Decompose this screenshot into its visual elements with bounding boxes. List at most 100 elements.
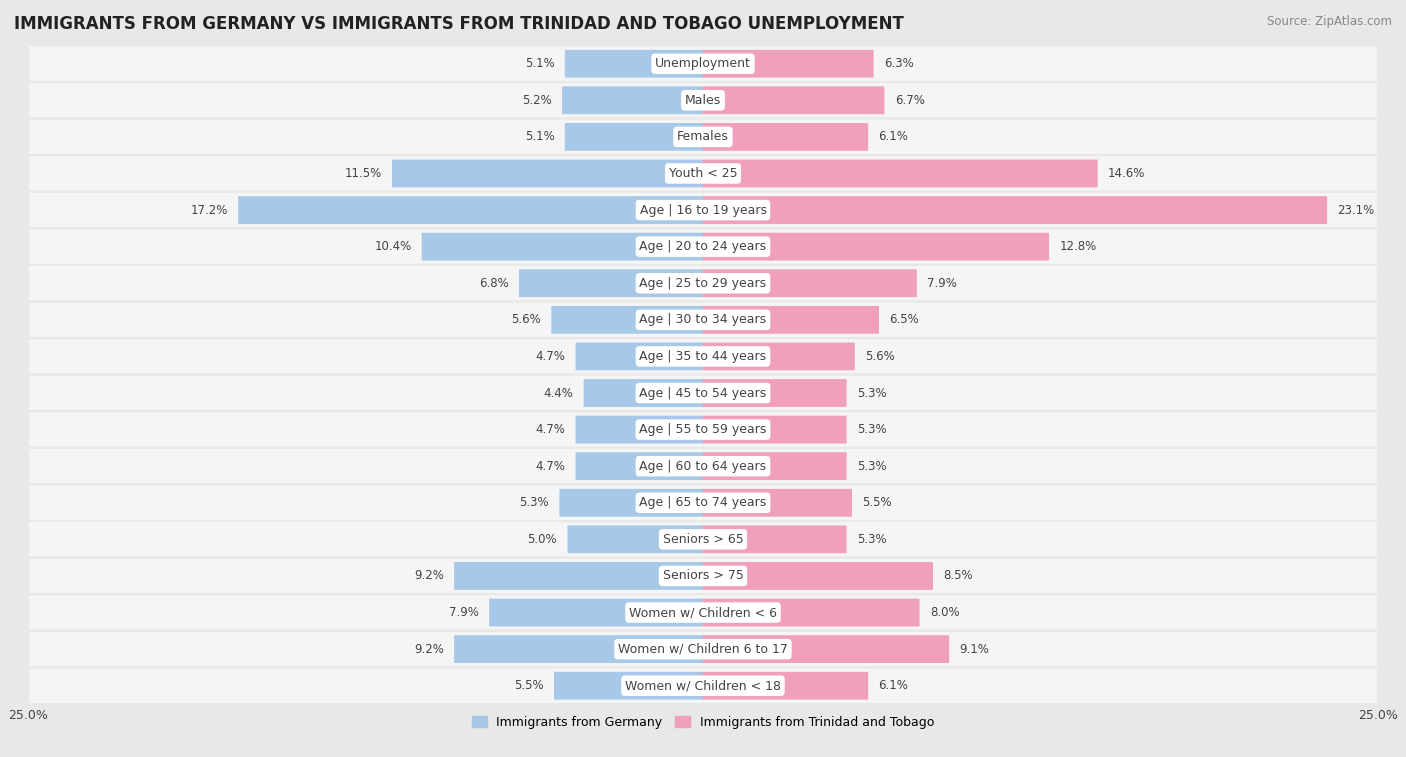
Text: 10.4%: 10.4% (374, 240, 412, 253)
Text: Age | 45 to 54 years: Age | 45 to 54 years (640, 387, 766, 400)
FancyBboxPatch shape (703, 525, 846, 553)
Text: 5.3%: 5.3% (519, 497, 550, 509)
Text: 5.6%: 5.6% (865, 350, 894, 363)
FancyBboxPatch shape (28, 558, 1378, 594)
Text: 5.6%: 5.6% (512, 313, 541, 326)
Text: Women w/ Children < 6: Women w/ Children < 6 (628, 606, 778, 619)
Text: 11.5%: 11.5% (344, 167, 382, 180)
FancyBboxPatch shape (703, 635, 949, 663)
FancyBboxPatch shape (703, 599, 920, 627)
FancyBboxPatch shape (454, 562, 703, 590)
Text: Age | 35 to 44 years: Age | 35 to 44 years (640, 350, 766, 363)
Text: 5.3%: 5.3% (856, 533, 887, 546)
FancyBboxPatch shape (703, 50, 873, 78)
Text: 4.7%: 4.7% (536, 350, 565, 363)
Text: 7.9%: 7.9% (927, 277, 957, 290)
Text: 9.2%: 9.2% (413, 643, 444, 656)
FancyBboxPatch shape (565, 123, 703, 151)
Text: IMMIGRANTS FROM GERMANY VS IMMIGRANTS FROM TRINIDAD AND TOBAGO UNEMPLOYMENT: IMMIGRANTS FROM GERMANY VS IMMIGRANTS FR… (14, 15, 904, 33)
FancyBboxPatch shape (392, 160, 703, 188)
Text: 14.6%: 14.6% (1108, 167, 1146, 180)
FancyBboxPatch shape (28, 45, 1378, 82)
Text: Unemployment: Unemployment (655, 58, 751, 70)
Text: Women w/ Children 6 to 17: Women w/ Children 6 to 17 (619, 643, 787, 656)
Text: Source: ZipAtlas.com: Source: ZipAtlas.com (1267, 15, 1392, 28)
FancyBboxPatch shape (703, 379, 846, 407)
Text: 4.4%: 4.4% (544, 387, 574, 400)
Text: Age | 55 to 59 years: Age | 55 to 59 years (640, 423, 766, 436)
Text: 5.5%: 5.5% (862, 497, 891, 509)
FancyBboxPatch shape (28, 82, 1378, 119)
Text: 5.0%: 5.0% (527, 533, 557, 546)
FancyBboxPatch shape (489, 599, 703, 627)
Text: Age | 65 to 74 years: Age | 65 to 74 years (640, 497, 766, 509)
FancyBboxPatch shape (28, 119, 1378, 155)
Text: Males: Males (685, 94, 721, 107)
Text: 6.5%: 6.5% (889, 313, 920, 326)
Text: 5.1%: 5.1% (524, 130, 554, 143)
Text: Age | 16 to 19 years: Age | 16 to 19 years (640, 204, 766, 217)
Text: 5.2%: 5.2% (522, 94, 551, 107)
Text: 6.1%: 6.1% (879, 679, 908, 692)
FancyBboxPatch shape (28, 265, 1378, 301)
FancyBboxPatch shape (28, 668, 1378, 704)
FancyBboxPatch shape (703, 306, 879, 334)
Text: 5.5%: 5.5% (515, 679, 544, 692)
FancyBboxPatch shape (28, 521, 1378, 558)
FancyBboxPatch shape (28, 411, 1378, 448)
FancyBboxPatch shape (560, 489, 703, 517)
FancyBboxPatch shape (703, 452, 846, 480)
Text: Seniors > 75: Seniors > 75 (662, 569, 744, 582)
Text: 4.7%: 4.7% (536, 423, 565, 436)
FancyBboxPatch shape (238, 196, 703, 224)
FancyBboxPatch shape (703, 232, 1049, 260)
Text: 4.7%: 4.7% (536, 459, 565, 472)
Text: 8.0%: 8.0% (929, 606, 959, 619)
FancyBboxPatch shape (703, 123, 869, 151)
Text: Age | 20 to 24 years: Age | 20 to 24 years (640, 240, 766, 253)
Text: 12.8%: 12.8% (1059, 240, 1097, 253)
Text: 9.1%: 9.1% (959, 643, 990, 656)
Text: 6.1%: 6.1% (879, 130, 908, 143)
FancyBboxPatch shape (554, 671, 703, 699)
Text: 6.7%: 6.7% (894, 94, 925, 107)
FancyBboxPatch shape (703, 671, 869, 699)
FancyBboxPatch shape (28, 375, 1378, 411)
FancyBboxPatch shape (28, 448, 1378, 484)
Text: Age | 30 to 34 years: Age | 30 to 34 years (640, 313, 766, 326)
FancyBboxPatch shape (568, 525, 703, 553)
FancyBboxPatch shape (703, 86, 884, 114)
Text: 5.3%: 5.3% (856, 387, 887, 400)
FancyBboxPatch shape (28, 301, 1378, 338)
FancyBboxPatch shape (703, 489, 852, 517)
FancyBboxPatch shape (551, 306, 703, 334)
FancyBboxPatch shape (583, 379, 703, 407)
FancyBboxPatch shape (575, 416, 703, 444)
FancyBboxPatch shape (703, 269, 917, 298)
Text: 8.5%: 8.5% (943, 569, 973, 582)
FancyBboxPatch shape (28, 594, 1378, 631)
FancyBboxPatch shape (703, 562, 934, 590)
FancyBboxPatch shape (575, 342, 703, 370)
FancyBboxPatch shape (565, 50, 703, 78)
Text: 6.3%: 6.3% (884, 58, 914, 70)
Legend: Immigrants from Germany, Immigrants from Trinidad and Tobago: Immigrants from Germany, Immigrants from… (467, 711, 939, 734)
Text: 23.1%: 23.1% (1337, 204, 1375, 217)
FancyBboxPatch shape (454, 635, 703, 663)
Text: 6.8%: 6.8% (479, 277, 509, 290)
FancyBboxPatch shape (422, 232, 703, 260)
FancyBboxPatch shape (28, 229, 1378, 265)
FancyBboxPatch shape (703, 196, 1327, 224)
FancyBboxPatch shape (562, 86, 703, 114)
FancyBboxPatch shape (28, 338, 1378, 375)
Text: 5.3%: 5.3% (856, 459, 887, 472)
FancyBboxPatch shape (575, 452, 703, 480)
Text: Seniors > 65: Seniors > 65 (662, 533, 744, 546)
FancyBboxPatch shape (28, 631, 1378, 668)
FancyBboxPatch shape (703, 342, 855, 370)
Text: Age | 60 to 64 years: Age | 60 to 64 years (640, 459, 766, 472)
Text: Women w/ Children < 18: Women w/ Children < 18 (626, 679, 780, 692)
FancyBboxPatch shape (519, 269, 703, 298)
Text: 7.9%: 7.9% (449, 606, 479, 619)
Text: 9.2%: 9.2% (413, 569, 444, 582)
